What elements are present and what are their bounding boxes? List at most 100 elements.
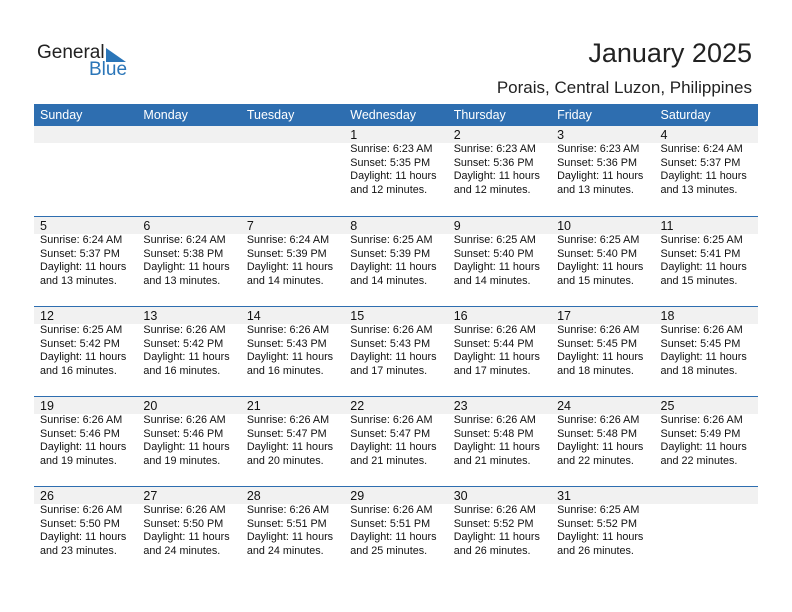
day-cell: 24 Sunrise: 6:26 AM Sunset: 5:48 PM Dayligh… (551, 397, 655, 486)
daylight-text: Daylight: 11 hours (453, 170, 540, 182)
weekday-saturday: Saturday (660, 108, 711, 122)
daylight-text: and 15 minutes. (660, 274, 738, 287)
sunset-text: Sunset: 5:45 PM (557, 337, 637, 350)
sunrise-text: Sunrise: 6:26 AM (40, 414, 123, 426)
daylight-text: Daylight: 11 hours (350, 261, 437, 273)
week-row: 1 Sunrise: 6:23 AM Sunset: 5:35 PM Daylight… (34, 126, 758, 216)
sunrise-text: Sunrise: 6:24 AM (246, 234, 330, 246)
day-number: 16 (447, 307, 552, 324)
day-details: Sunrise: 6:25 AM Sunset: 5:42 PM Daylight:… (34, 324, 137, 378)
day-cell: 17 Sunrise: 6:26 AM Sunset: 5:45 PM Dayligh… (551, 307, 655, 396)
sunset-text: Sunset: 5:42 PM (143, 337, 224, 350)
sunset-text: Sunset: 5:47 PM (246, 427, 327, 440)
sunset-text: Sunset: 5:45 PM (660, 337, 741, 350)
daylight-text: and 18 minutes. (557, 364, 634, 377)
daylight-text: and 19 minutes. (143, 454, 221, 467)
sunset-text: Sunset: 5:40 PM (557, 247, 637, 260)
week-row: 5 Sunrise: 6:24 AM Sunset: 5:37 PM Daylight… (34, 216, 758, 306)
day-cell: 23 Sunrise: 6:26 AM Sunset: 5:48 PM Dayligh… (447, 397, 552, 486)
day-number: 1 (344, 126, 448, 143)
daylight-text: Daylight: 11 hours (350, 170, 437, 182)
daylight-text: Daylight: 11 hours (246, 531, 334, 543)
day-details: Sunrise: 6:26 AM Sunset: 5:48 PM Daylight:… (551, 414, 654, 468)
day-cell: 14 Sunrise: 6:26 AM Sunset: 5:43 PM Dayligh… (240, 307, 345, 396)
day-cell: 3 Sunrise: 6:23 AM Sunset: 5:36 PM Daylight… (551, 126, 655, 216)
sunset-text: Sunset: 5:41 PM (660, 247, 741, 260)
sunrise-text: Sunrise: 6:26 AM (143, 324, 226, 336)
sunrise-text: Sunrise: 6:26 AM (350, 504, 433, 516)
day-number: 12 (34, 307, 138, 324)
day-cell: 27 Sunrise: 6:26 AM Sunset: 5:50 PM Dayligh… (137, 487, 241, 576)
day-cell: 9 Sunrise: 6:25 AM Sunset: 5:40 PM Daylight… (447, 217, 552, 306)
page-title: January 2025 (588, 38, 752, 68)
day-number: 21 (240, 397, 345, 414)
daylight-text: and 21 minutes. (453, 454, 531, 467)
sunrise-text: Sunrise: 6:25 AM (660, 234, 743, 246)
sunset-text: Sunset: 5:43 PM (246, 337, 327, 350)
daylight-text: and 13 minutes. (40, 274, 117, 287)
daylight-text: Daylight: 11 hours (350, 351, 437, 363)
day-cell (34, 126, 138, 216)
weekday-tuesday: Tuesday (246, 108, 295, 122)
sunset-text: Sunset: 5:47 PM (350, 427, 431, 440)
sunset-text: Sunset: 5:37 PM (660, 156, 741, 169)
day-number: 29 (344, 487, 448, 504)
sunset-text: Sunset: 5:40 PM (453, 247, 534, 260)
sunset-text: Sunset: 5:51 PM (246, 517, 327, 530)
sunrise-text: Sunrise: 6:26 AM (246, 504, 330, 516)
sunrise-text: Sunrise: 6:26 AM (453, 414, 536, 426)
day-details: Sunrise: 6:26 AM Sunset: 5:46 PM Daylight:… (137, 414, 240, 468)
day-details: Sunrise: 6:26 AM Sunset: 5:51 PM Daylight:… (241, 504, 344, 558)
day-number: 30 (447, 487, 552, 504)
day-details: Sunrise: 6:26 AM Sunset: 5:44 PM Daylight:… (448, 324, 551, 378)
daylight-text: Daylight: 11 hours (557, 261, 644, 273)
day-cell: 8 Sunrise: 6:25 AM Sunset: 5:39 PM Daylight… (344, 217, 448, 306)
daylight-text: Daylight: 11 hours (660, 441, 747, 453)
logo: General Blue (37, 42, 137, 82)
sunset-text: Sunset: 5:50 PM (40, 517, 120, 530)
weekday-wednesday: Wednesday (350, 108, 417, 122)
day-details: Sunrise: 6:26 AM Sunset: 5:43 PM Daylight:… (241, 324, 344, 378)
daylight-text: and 15 minutes. (557, 274, 634, 287)
sunset-text: Sunset: 5:43 PM (350, 337, 431, 350)
day-details: Sunrise: 6:23 AM Sunset: 5:36 PM Daylight:… (551, 143, 654, 197)
day-number: 25 (654, 397, 758, 414)
day-details: Sunrise: 6:25 AM Sunset: 5:40 PM Daylight:… (448, 234, 551, 288)
sunrise-text: Sunrise: 6:24 AM (143, 234, 226, 246)
sunrise-text: Sunrise: 6:25 AM (40, 324, 123, 336)
sunrise-text: Sunrise: 6:26 AM (40, 504, 123, 516)
daylight-text: and 17 minutes. (350, 364, 428, 377)
weekday-monday: Monday (143, 108, 188, 122)
day-number: 3 (551, 126, 655, 143)
daylight-text: and 16 minutes. (143, 364, 221, 377)
day-details: Sunrise: 6:26 AM Sunset: 5:43 PM Daylight:… (344, 324, 447, 378)
logo-text-general: General (37, 42, 105, 63)
day-number: 20 (137, 397, 241, 414)
day-cell: 13 Sunrise: 6:26 AM Sunset: 5:42 PM Dayligh… (137, 307, 241, 396)
day-number: 24 (551, 397, 655, 414)
daylight-text: Daylight: 11 hours (350, 531, 437, 543)
daylight-text: and 26 minutes. (557, 544, 634, 557)
daylight-text: Daylight: 11 hours (453, 441, 540, 453)
weekday-thursday: Thursday (453, 108, 506, 122)
sunset-text: Sunset: 5:49 PM (660, 427, 741, 440)
sunset-text: Sunset: 5:37 PM (40, 247, 120, 260)
day-number (240, 126, 345, 143)
sunset-text: Sunset: 5:36 PM (453, 156, 534, 169)
day-cell (137, 126, 241, 216)
day-number (137, 126, 241, 143)
sunrise-text: Sunrise: 6:26 AM (557, 414, 640, 426)
day-details: Sunrise: 6:25 AM Sunset: 5:39 PM Daylight:… (344, 234, 447, 288)
day-details: Sunrise: 6:26 AM Sunset: 5:48 PM Daylight:… (448, 414, 551, 468)
daylight-text: Daylight: 11 hours (557, 441, 644, 453)
day-cell: 19 Sunrise: 6:26 AM Sunset: 5:46 PM Dayligh… (34, 397, 138, 486)
daylight-text: Daylight: 11 hours (40, 351, 127, 363)
daylight-text: and 21 minutes. (350, 454, 428, 467)
day-details: Sunrise: 6:23 AM Sunset: 5:36 PM Daylight:… (448, 143, 551, 197)
daylight-text: Daylight: 11 hours (557, 170, 644, 182)
day-number: 19 (34, 397, 138, 414)
week-row: 26 Sunrise: 6:26 AM Sunset: 5:50 PM Dayligh… (34, 486, 758, 576)
day-details: Sunrise: 6:26 AM Sunset: 5:51 PM Daylight:… (344, 504, 447, 558)
day-details: Sunrise: 6:26 AM Sunset: 5:47 PM Daylight:… (344, 414, 447, 468)
day-number: 5 (34, 217, 138, 234)
